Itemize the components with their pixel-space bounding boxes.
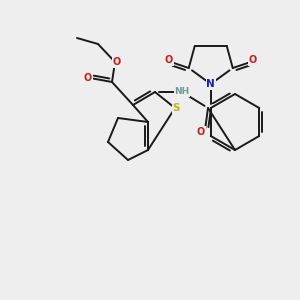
Text: NH: NH — [174, 88, 190, 97]
Text: O: O — [249, 55, 257, 65]
Text: O: O — [113, 57, 121, 67]
Text: O: O — [84, 73, 92, 83]
Text: N: N — [206, 79, 215, 89]
Text: O: O — [165, 55, 173, 65]
Text: S: S — [172, 103, 180, 113]
Text: O: O — [197, 127, 205, 137]
